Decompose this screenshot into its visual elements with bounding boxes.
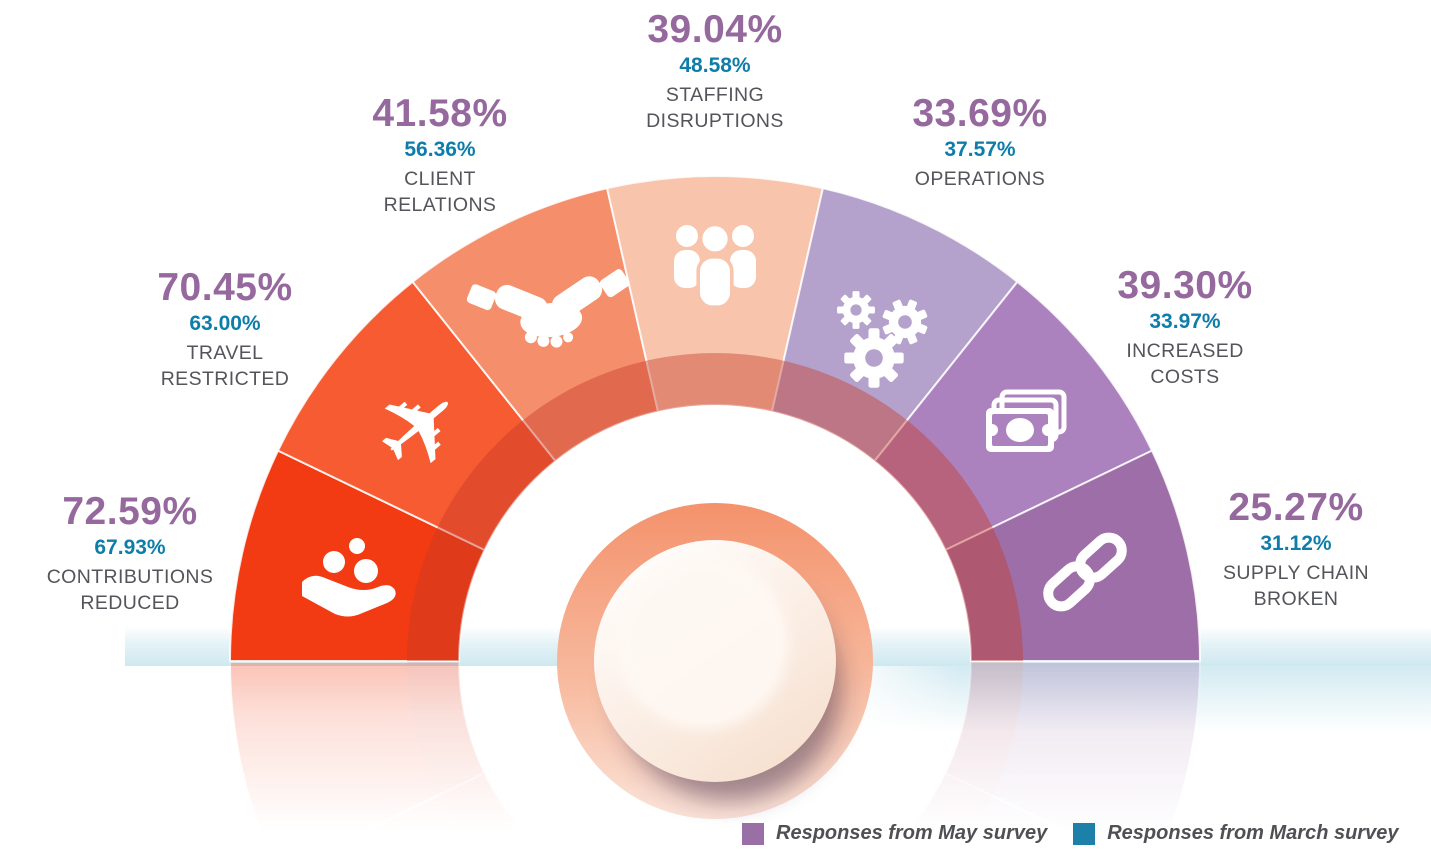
march-value: 33.97% [1149,309,1221,333]
label-contributions-reduced: 72.59% 67.93% CONTRIBUTIONS REDUCED [0,490,270,617]
march-value: 67.93% [94,535,166,559]
category-name: CLIENT RELATIONS [383,167,497,217]
march-value: 31.12% [1260,531,1332,555]
wedge-supply-chain-broken [944,449,1201,662]
category-name: SUPPLY CHAIN BROKEN [1222,561,1370,611]
label-operations: 33.69% 37.57% OPERATIONS [840,92,1120,192]
march-value: 56.36% [404,137,476,161]
march-value: 48.58% [679,53,751,77]
may-value: 39.30% [1117,264,1253,307]
wedge-contributions-reduced [229,449,486,662]
legend-item-may: Responses from May survey [742,822,1047,845]
money-icon [986,389,1067,452]
march-swatch [1073,822,1096,845]
march-value: 63.00% [189,311,261,335]
label-supply-chain-broken: 25.27% 31.12% SUPPLY CHAIN BROKEN [1156,486,1431,613]
people-icon [674,222,756,310]
category-name: OPERATIONS [914,167,1046,190]
legend-label-may: Responses from May survey [776,822,1048,844]
hand-coins-icon [302,538,396,617]
legend-label-march: Responses from March survey [1107,822,1399,844]
may-value: 41.58% [372,92,508,135]
gears-icon [837,291,928,388]
label-travel-restricted: 70.45% 63.00% TRAVEL RESTRICTED [85,266,365,393]
inner-band-overlay [407,353,1023,661]
category-name: STAFFING DISRUPTIONS [646,83,784,133]
label-client-relations: 41.58% 56.36% CLIENT RELATIONS [300,92,580,219]
may-value: 25.27% [1228,486,1364,529]
category-name: CONTRIBUTIONS REDUCED [46,565,214,615]
chain-icon [1043,532,1127,612]
category-name: TRAVEL RESTRICTED [160,341,290,391]
may-value: 33.69% [912,92,1048,135]
center-highlight [617,558,789,730]
category-name: INCREASED COSTS [1126,339,1244,389]
handshake-icon [466,269,630,348]
label-increased-costs: 39.30% 33.97% INCREASED COSTS [1045,264,1325,391]
people-front-figure [696,222,734,310]
may-value: 70.45% [157,266,293,309]
may-value: 72.59% [62,490,198,533]
may-value: 39.04% [647,8,783,51]
wedge-travel-restricted [277,280,557,551]
center-hub [557,503,873,819]
may-swatch [742,822,764,845]
legend: Responses from May survey Responses from… [742,822,1398,845]
legend-item-march: Responses from March survey [1073,822,1398,845]
label-staffing-disruptions: 39.04% 48.58% STAFFING DISRUPTIONS [575,8,855,135]
march-value: 37.57% [944,137,1016,161]
